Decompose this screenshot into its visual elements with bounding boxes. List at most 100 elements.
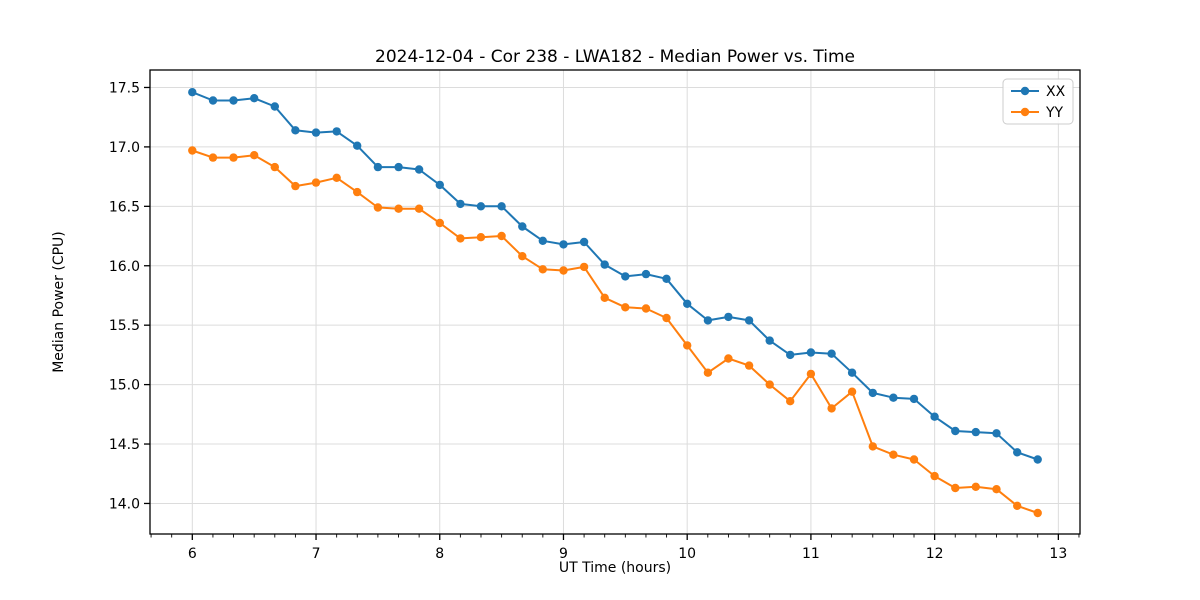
x-tick-label: 6 [188, 546, 197, 562]
series-YY-point [765, 380, 774, 389]
legend-item: XX [1011, 84, 1066, 100]
series-XX-point [291, 126, 300, 135]
series-YY-point [868, 442, 877, 451]
series-YY-point [951, 483, 960, 493]
series-YY-point [208, 153, 218, 162]
series-XX-point [847, 368, 857, 377]
x-tick-label: 10 [678, 546, 696, 562]
series-XX [188, 88, 1042, 464]
series-XX-point [332, 127, 341, 136]
series-XX-point [518, 222, 527, 231]
series-XX-point [827, 349, 836, 358]
series-YY-point [786, 397, 795, 406]
legend-sample-marker [1020, 86, 1030, 96]
series-YY-point [456, 234, 465, 243]
x-axis-label: UT Time (hours) [558, 560, 672, 576]
series-XX-point [806, 348, 816, 357]
x-tick-label: 7 [312, 546, 321, 562]
y-axis-label: Median Power (CPU) [51, 231, 67, 373]
series-YY-point [518, 252, 527, 261]
series-XX-point [992, 429, 1001, 438]
series-XX-point [456, 199, 465, 209]
series-YY-point [250, 151, 259, 160]
series-XX-point [497, 202, 506, 211]
legend-sample-marker [1020, 107, 1030, 117]
series-XX-point [270, 102, 279, 111]
series-YY-point [229, 153, 238, 162]
series-XX-point [744, 316, 754, 325]
series-XX-point [971, 427, 980, 437]
grid-layer [150, 70, 1080, 534]
series-YY-point [497, 231, 506, 241]
series-YY-point [992, 485, 1001, 494]
plot-border [149, 69, 1081, 535]
series-YY-point [683, 341, 692, 350]
y-tick-label: 17.5 [109, 80, 140, 96]
series-YY [188, 146, 1042, 518]
series-YY-point [1033, 508, 1042, 518]
series-XX-point [353, 141, 362, 150]
series-YY-point [414, 204, 424, 213]
y-tick-label: 15.5 [109, 318, 140, 334]
series-XX-point [414, 165, 424, 174]
series-XX-point [1033, 455, 1042, 464]
series-XX-point [476, 202, 486, 211]
series-YY-point [188, 146, 197, 155]
series-XX-point [1013, 448, 1022, 457]
series-YY-point [435, 218, 444, 228]
series-XX-point [724, 312, 733, 322]
series-XX-point [559, 240, 568, 249]
series-XX-point [703, 316, 713, 325]
y-tick-label: 14.5 [109, 437, 140, 453]
series-XX-point [951, 426, 960, 436]
series-YY-point [806, 369, 816, 379]
series-XX-point [600, 260, 609, 269]
series-YY-point [909, 455, 919, 464]
y-tick-label: 16.0 [109, 259, 140, 275]
series-YY-point [476, 233, 486, 242]
series-YY-point [641, 304, 651, 313]
series-XX-point [889, 393, 898, 402]
series-XX-point [683, 299, 692, 308]
series-YY-point [600, 293, 609, 302]
series-XX-point [621, 272, 630, 281]
x-tick-label: 8 [435, 546, 444, 562]
series-YY-point [621, 303, 630, 312]
series-YY-point [703, 368, 713, 377]
series-YY-point [559, 266, 568, 275]
series-YY-point [662, 313, 671, 323]
series-YY-point [353, 187, 362, 197]
y-tick-label: 17.0 [109, 140, 140, 156]
series-YY-point [930, 471, 939, 481]
series-XX-point [538, 236, 547, 245]
legend-label: XX [1046, 84, 1066, 100]
series-XX-point [311, 128, 321, 137]
series-YY-point [291, 181, 300, 191]
series-YY-point [270, 162, 279, 172]
y-tick-label: 15.0 [109, 378, 140, 394]
series-layer [188, 88, 1042, 518]
legend-label: YY [1045, 105, 1064, 121]
series-YY-point [971, 482, 980, 491]
series-YY-point [724, 354, 733, 363]
series-YY-point [538, 265, 547, 274]
series-YY-point [827, 404, 836, 413]
x-tick-label: 9 [559, 546, 568, 562]
series-YY-point [847, 387, 857, 396]
series-YY-point [373, 203, 383, 212]
legend: XX YY [1002, 78, 1074, 125]
series-YY-point [311, 178, 321, 187]
series-XX-point [868, 388, 877, 398]
x-tick-label: 11 [802, 546, 820, 562]
legend-item: YY [1011, 105, 1064, 121]
series-XX-point [786, 350, 795, 360]
series-YY-point [1013, 501, 1022, 510]
series-XX-point [229, 96, 238, 105]
series-XX-point [394, 162, 403, 172]
series-XX-point [641, 269, 651, 279]
y-tick-label: 14.0 [109, 496, 140, 512]
series-XX-point [208, 96, 218, 105]
series-XX-point [373, 162, 383, 172]
